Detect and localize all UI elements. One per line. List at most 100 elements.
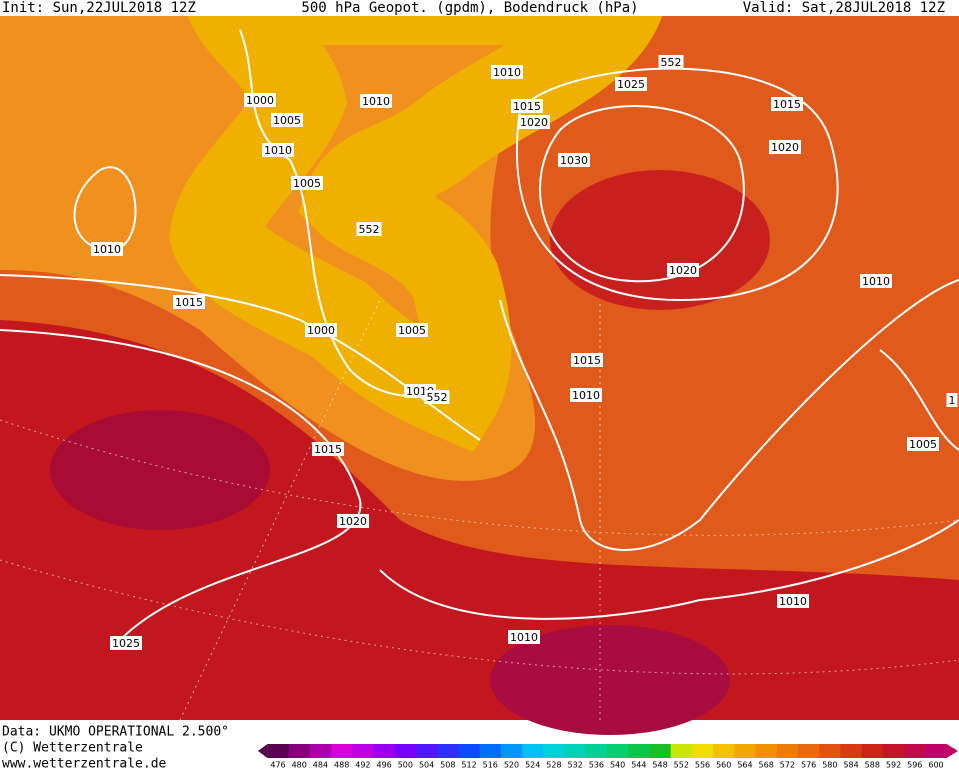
- colorbar-label: 560: [716, 761, 731, 770]
- colorbar-swatch: [628, 744, 650, 758]
- isobar-label: 1020: [520, 116, 548, 129]
- isobar-label: 1030: [560, 154, 588, 167]
- colorbar-label: 588: [865, 761, 880, 770]
- colorbar-swatch: [373, 744, 396, 758]
- isobar-labels: 1000 1005 1010 1005 1010 1010 1015 1020 1025 552 1…: [91, 55, 958, 650]
- isobar-label-box: [907, 437, 939, 451]
- isobar-label-box: [667, 263, 699, 277]
- colorbar-label: 476: [270, 761, 285, 770]
- data-source: Data: UKMO OPERATIONAL 2.500°: [2, 725, 229, 740]
- field-crimson: [50, 410, 270, 530]
- isobar-label: 1015: [773, 98, 801, 111]
- graticule: [0, 299, 959, 721]
- isobar-label: 1010: [779, 595, 807, 608]
- isobar-label-box: [508, 630, 540, 644]
- colorbar-label: 544: [631, 761, 646, 770]
- colorbar-swatch: [649, 744, 672, 758]
- isobar-label-box: [777, 594, 809, 608]
- colorbar-swatch: [522, 744, 544, 758]
- isobar-label-box: [305, 323, 337, 337]
- isobar-label-box: [511, 99, 543, 113]
- colorbar-swatch: [904, 744, 926, 758]
- colorbar-swatch: [415, 744, 438, 758]
- colorbar-swatch: [394, 744, 417, 758]
- colorbar-label: 528: [546, 761, 561, 770]
- colorbar-swatch: [543, 744, 566, 758]
- colorbar-swatch: [585, 744, 608, 758]
- isobar-label: 1005: [909, 438, 937, 451]
- isobar-label-box: [356, 222, 382, 236]
- isobar-label: 552: [427, 391, 448, 404]
- colorbar-swatch: [331, 744, 353, 758]
- colorbar-swatch: [798, 744, 820, 758]
- isobar-label-box: [262, 143, 294, 157]
- isobar: [539, 105, 745, 283]
- colorbar-swatch: [309, 744, 332, 758]
- colorbar-label: 564: [737, 761, 752, 770]
- latitude-line: [0, 559, 959, 675]
- colorbar-swatch: [861, 744, 884, 758]
- colorbar-swatch: [925, 744, 948, 758]
- isobar-label: 1010: [493, 66, 521, 79]
- isobar-label-box: [491, 65, 523, 79]
- isobar-label: 1015: [314, 443, 342, 456]
- isobar-label: 1015: [573, 354, 601, 367]
- colorbar-swatch: [479, 744, 502, 758]
- colorbar-swatch: [713, 744, 735, 758]
- colorbar-label: 500: [398, 761, 413, 770]
- colorbar-swatch: [458, 744, 481, 758]
- isobar-label-box: [946, 393, 958, 407]
- isobar-label-box: [337, 514, 369, 528]
- field: [0, 16, 959, 735]
- isobar-label-box: [271, 113, 303, 127]
- isobar: [0, 274, 481, 441]
- colorbar-swatch: [437, 744, 459, 758]
- isobar: [379, 519, 959, 620]
- isobar-label-box: [424, 390, 450, 404]
- colorbar-swatch: [882, 744, 905, 758]
- isobar-label: 1005: [273, 114, 301, 127]
- isobar-label-box: [658, 55, 684, 69]
- isobar-label: 1000: [307, 324, 335, 337]
- isobar-label-box: [244, 93, 276, 107]
- field-red: [0, 320, 959, 720]
- map-title: 500 hPa Geopot. (gpdm), Bodendruck (hPa): [301, 0, 638, 16]
- colorbar-label: 512: [461, 761, 476, 770]
- isobar-label: 1010: [862, 275, 890, 288]
- isobar-label: 1010: [264, 144, 292, 157]
- colorbar: 476 480 484 488 492 496 500 504 508 512 516 520 524 5…: [258, 744, 958, 770]
- colorbar-swatch: [607, 744, 629, 758]
- isobar-label-box: [91, 242, 123, 256]
- colorbar-label: 496: [376, 761, 391, 770]
- isobar-label: 1015: [513, 100, 541, 113]
- isobar-label: 1020: [669, 264, 697, 277]
- isobar-label: 1015: [175, 296, 203, 309]
- copyright: (C) Wetterzentrale: [2, 741, 143, 756]
- colorbar-label: 508: [440, 761, 455, 770]
- colorbar-swatch: [755, 744, 778, 758]
- isobar-label-box: [396, 323, 428, 337]
- colorbar-swatch: [819, 744, 841, 758]
- colorbar-label: 480: [292, 761, 307, 770]
- colorbar-label: 572: [780, 761, 795, 770]
- isobar-label-box: [570, 388, 602, 402]
- isobar-label-box: [571, 353, 603, 367]
- colorbar-label: 504: [419, 761, 434, 770]
- valid-time: Valid: Sat,28JUL2018 12Z: [743, 0, 945, 16]
- isobar-label: 1000: [246, 94, 274, 107]
- init-time: Init: Sun,22JUL2018 12Z: [2, 0, 196, 16]
- isobar-label-box: [173, 295, 205, 309]
- field-crimson: [490, 625, 730, 735]
- isobar-label: 1010: [93, 243, 121, 256]
- website: www.wetterzentrale.de: [2, 757, 167, 770]
- colorbar-swatch: [352, 744, 375, 758]
- colorbar-end: [258, 744, 268, 758]
- colorbar-label: 516: [483, 761, 498, 770]
- colorbar-swatch: [267, 744, 290, 758]
- isobar-label-box: [860, 274, 892, 288]
- colorbar-end: [946, 744, 958, 758]
- isobar: [0, 329, 362, 641]
- isobar-label-box: [312, 442, 344, 456]
- colorbar-label: 492: [355, 761, 370, 770]
